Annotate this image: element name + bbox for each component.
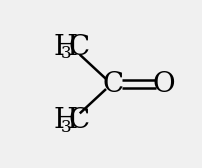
Text: C: C bbox=[68, 34, 89, 60]
Text: O: O bbox=[152, 71, 175, 97]
Text: 3: 3 bbox=[61, 119, 72, 136]
Text: H: H bbox=[54, 34, 78, 60]
Text: H: H bbox=[54, 108, 78, 134]
Text: C: C bbox=[103, 71, 124, 97]
Text: 3: 3 bbox=[61, 45, 72, 62]
Text: C: C bbox=[68, 108, 89, 134]
